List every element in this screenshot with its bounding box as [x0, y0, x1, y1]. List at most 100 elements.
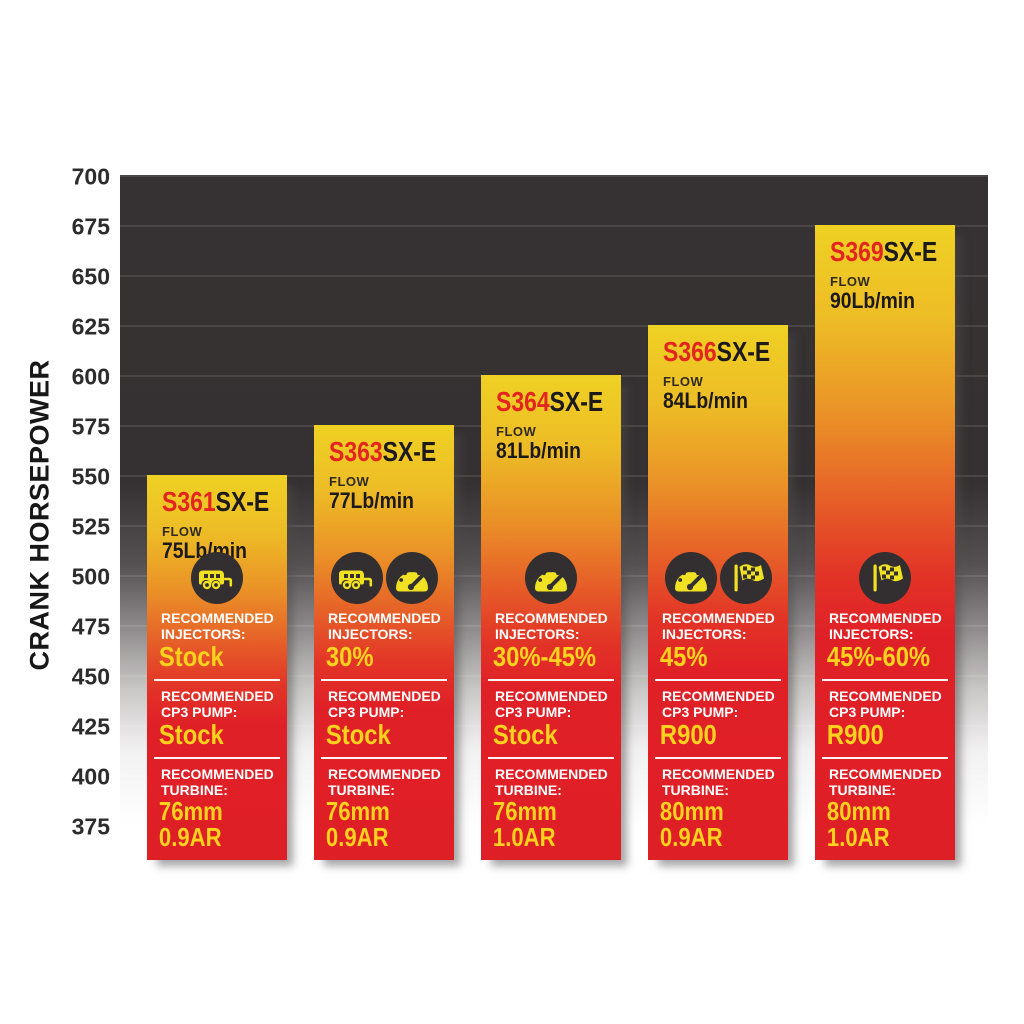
turbine-value: 80mm 1.0AR [826, 796, 891, 852]
flow-label: FLOW [329, 474, 370, 489]
y-axis-tick-column: 700 675 650 625 600 575 550 525 500 475 450 425 400 3… [0, 0, 110, 1024]
bar-specs: RECOMMENDED INJECTORS: 30% RECOMMENDED CP3… [314, 552, 454, 860]
y-tick-label: 500 [71, 563, 110, 590]
model-number: S363 [329, 436, 383, 467]
bar-specs: RECOMMENDED INJECTORS: 45%-60% RECOMMENDE… [815, 552, 955, 860]
bar-header: S366SX-E FLOW 84Lb/min [648, 325, 788, 413]
gridline [120, 225, 988, 227]
bar-header: S364SX-E FLOW 81Lb/min [481, 375, 621, 463]
divider [655, 679, 781, 681]
bar-specs: RECOMMENDED INJECTORS: Stock RECOMMENDED C… [147, 552, 287, 860]
model-series: SX-E [549, 386, 604, 417]
cp3-pump-value: Stock [158, 719, 224, 750]
divider [822, 679, 948, 681]
injectors-label: RECOMMENDED INJECTORS: [829, 610, 942, 642]
model-number: S361 [162, 486, 216, 517]
turbine-label: RECOMMENDED TURBINE: [829, 766, 942, 798]
divider [655, 757, 781, 759]
turbo-model-title: S363SX-E [329, 436, 436, 467]
gauge-icon [525, 552, 577, 604]
cp3-pump-label: RECOMMENDED CP3 PUMP: [328, 688, 441, 720]
turbine-value: 76mm 1.0AR [492, 796, 557, 852]
y-tick-label: 450 [71, 663, 110, 690]
cp3-pump-label: RECOMMENDED CP3 PUMP: [161, 688, 274, 720]
cp3-pump-value: Stock [325, 719, 391, 750]
y-tick-label: 575 [71, 413, 110, 440]
gridline [120, 275, 988, 277]
y-tick-label: 375 [71, 813, 110, 840]
y-tick-label: 675 [71, 213, 110, 240]
y-tick-label: 625 [71, 313, 110, 340]
divider [154, 679, 280, 681]
bar-specs: RECOMMENDED INJECTORS: 30%-45% RECOMMENDE… [481, 552, 621, 860]
y-tick-label: 650 [71, 263, 110, 290]
turbo-bar: S363SX-E FLOW 77Lb/min RECOMMENDED INJECT… [314, 425, 454, 860]
model-series: SX-E [883, 236, 938, 267]
y-tick-label: 425 [71, 713, 110, 740]
y-tick-label: 400 [71, 763, 110, 790]
plot-area: S361SX-E FLOW 75Lb/min RECOMMENDED INJECT… [120, 175, 988, 860]
turbo-model-title: S364SX-E [496, 386, 603, 417]
gauge-icon [664, 552, 717, 604]
turbine-value: 76mm 0.9AR [158, 796, 223, 852]
divider [321, 679, 447, 681]
bar-header: S369SX-E FLOW 90Lb/min [815, 225, 955, 313]
flow-value: 90Lb/min [830, 288, 915, 313]
turbo-bar: S361SX-E FLOW 75Lb/min RECOMMENDED INJECT… [147, 475, 287, 860]
icons-row [147, 552, 287, 604]
injectors-value: 30%-45% [492, 641, 597, 672]
cp3-pump-label: RECOMMENDED CP3 PUMP: [829, 688, 942, 720]
divider [488, 679, 614, 681]
flow-value: 81Lb/min [496, 438, 581, 463]
towing-icon [191, 552, 243, 604]
flow-label: FLOW [663, 374, 704, 389]
turbine-label: RECOMMENDED TURBINE: [328, 766, 441, 798]
divider [321, 757, 447, 759]
model-series: SX-E [716, 336, 771, 367]
gridline [120, 325, 988, 327]
flow-label: FLOW [496, 424, 537, 439]
turbo-model-title: S366SX-E [663, 337, 770, 367]
cp3-pump-value: Stock [492, 719, 558, 750]
turbine-label: RECOMMENDED TURBINE: [161, 766, 274, 798]
injectors-value: 45% [659, 641, 708, 672]
turbo-model-title: S361SX-E [162, 486, 269, 517]
cp3-pump-value: R900 [659, 719, 717, 750]
injectors-value: 30% [325, 641, 374, 672]
injectors-label: RECOMMENDED INJECTORS: [328, 610, 441, 642]
injectors-label: RECOMMENDED INJECTORS: [495, 610, 608, 642]
y-tick-label: 600 [71, 363, 110, 390]
divider [154, 757, 280, 759]
model-number: S364 [496, 386, 550, 417]
race-flag-icon [859, 552, 911, 604]
cp3-pump-value: R900 [826, 719, 884, 750]
y-tick-label: 475 [71, 613, 110, 640]
injectors-value: Stock [158, 641, 224, 672]
turbine-label: RECOMMENDED TURBINE: [495, 766, 608, 798]
turbine-value: 76mm 0.9AR [325, 796, 390, 852]
icons-row [648, 552, 788, 604]
flow-value: 84Lb/min [663, 388, 748, 413]
flow-value: 77Lb/min [329, 488, 414, 513]
icons-row [481, 552, 621, 604]
icons-row [815, 552, 955, 604]
divider [488, 757, 614, 759]
turbine-label: RECOMMENDED TURBINE: [662, 766, 775, 798]
turbo-bar: S364SX-E FLOW 81Lb/min RECOMMENDED INJECT… [481, 375, 621, 860]
model-series: SX-E [215, 486, 270, 517]
y-tick-label: 550 [71, 463, 110, 490]
flow-label: FLOW [830, 274, 871, 289]
y-tick-label: 525 [71, 513, 110, 540]
model-number: S369 [830, 236, 884, 267]
flow-label: FLOW [162, 524, 203, 539]
model-series: SX-E [382, 436, 437, 467]
cp3-pump-label: RECOMMENDED CP3 PUMP: [495, 688, 608, 720]
race-flag-icon [719, 552, 772, 604]
cp3-pump-label: RECOMMENDED CP3 PUMP: [662, 688, 775, 720]
injectors-label: RECOMMENDED INJECTORS: [161, 610, 274, 642]
injectors-value: 45%-60% [826, 641, 931, 672]
turbo-bar: S366SX-E FLOW 84Lb/min RECOMMENDED INJECT… [648, 325, 788, 860]
bar-header: S363SX-E FLOW 77Lb/min [314, 425, 454, 513]
injectors-label: RECOMMENDED INJECTORS: [662, 610, 775, 642]
